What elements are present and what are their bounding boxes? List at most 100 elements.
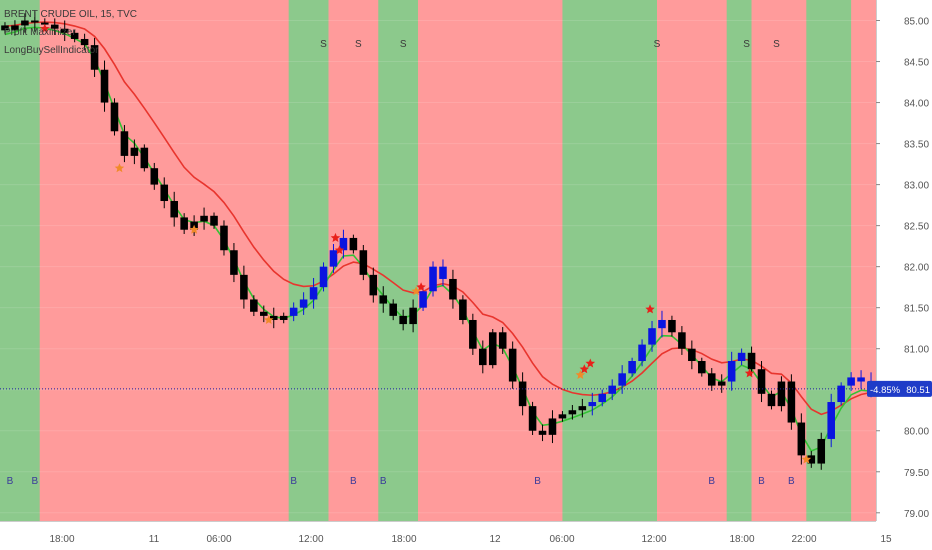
x-tick-label: 12 <box>489 534 501 545</box>
orange-star-marker <box>801 454 812 464</box>
candle-body <box>807 455 816 464</box>
y-tick-label: 79.00 <box>904 509 929 520</box>
x-tick-label: 12:00 <box>298 534 323 545</box>
candle-body <box>538 430 547 435</box>
x-tick-label: 12:00 <box>641 534 666 545</box>
symbol-title: BRENT CRUDE OIL, 15, TVC <box>4 9 137 20</box>
y-tick-label: 79.50 <box>904 468 929 479</box>
y-tick-label: 84.50 <box>904 58 929 69</box>
y-tick-label: 84.00 <box>904 99 929 110</box>
candle-body <box>80 38 89 46</box>
candle-body <box>518 381 527 407</box>
sell-signal-label: S <box>400 39 407 50</box>
buy-signal-label: B <box>380 476 387 487</box>
x-tick-label: 15 <box>880 534 892 545</box>
red-star-marker <box>40 23 50 33</box>
candle-body <box>140 147 149 169</box>
candle-body <box>200 215 208 222</box>
sell-signal-label: S <box>743 39 750 50</box>
candle-body <box>479 348 487 366</box>
candle-body <box>588 402 597 407</box>
trend-zone-bear <box>39 0 289 521</box>
candle-body <box>449 278 457 300</box>
candle-body <box>70 32 79 39</box>
trend-zone-bull <box>726 0 752 521</box>
candle-body <box>150 168 159 185</box>
candle-body <box>787 381 796 423</box>
candle-body <box>120 131 129 156</box>
orange-star-marker <box>575 370 586 379</box>
candle-body <box>429 266 437 292</box>
x-tick-label: 06:00 <box>206 534 231 545</box>
candle-body <box>1 25 9 31</box>
orange-star-marker <box>114 163 125 173</box>
candle-body <box>409 307 417 325</box>
candle-body <box>399 315 407 325</box>
indicator-name-2[interactable]: LongBuySellIndicator <box>4 45 99 56</box>
buy-signal-label: B <box>7 476 14 487</box>
candle-body <box>498 332 507 349</box>
candle-body <box>777 381 786 407</box>
candle-body <box>230 250 238 275</box>
candle-body <box>379 295 388 304</box>
candle-body <box>817 438 826 464</box>
price-label: -4.85% 80.51 <box>867 380 932 397</box>
last-price-label: 80.51 <box>906 385 930 396</box>
moving-averages <box>4 21 872 452</box>
trend-zone-bear <box>751 0 807 521</box>
candle-body <box>389 303 397 316</box>
candle-body <box>638 344 646 362</box>
x-tick-label: 18:00 <box>729 534 754 545</box>
red-star-marker <box>579 364 590 374</box>
candle-body <box>528 406 537 431</box>
buy-signal-label: B <box>32 476 39 487</box>
y-tick-label: 83.00 <box>904 181 929 192</box>
candle-body <box>369 274 378 296</box>
orange-star-marker <box>264 315 274 324</box>
y-tick-label: 82.50 <box>904 222 929 233</box>
time-axis: 18:00 11 06:00 12:00 18:00 12 06:00 12:00 18:00 2… <box>0 521 892 545</box>
y-tick-label: 85.00 <box>904 17 929 28</box>
candle-body <box>767 393 776 407</box>
candle-body <box>100 69 109 103</box>
candle-body <box>568 410 577 415</box>
buy-signal-label: B <box>290 476 297 487</box>
candle-body <box>309 287 318 300</box>
candle-body <box>60 28 69 33</box>
candle-body <box>210 215 218 226</box>
candle-body <box>180 217 188 230</box>
y-tick-label: 81.00 <box>904 345 929 356</box>
candle-body <box>170 201 178 218</box>
candle-body <box>757 369 766 394</box>
candle-body <box>21 20 29 26</box>
candle-body <box>488 332 497 366</box>
trend-zone-bull <box>806 0 852 521</box>
candle-body <box>299 299 308 308</box>
trend-zone-bull <box>562 0 657 521</box>
candle-body <box>598 393 607 403</box>
fast-ma-line <box>4 26 872 452</box>
orange-star-marker <box>411 286 421 296</box>
candle-body <box>50 24 59 29</box>
candle-body <box>130 147 139 156</box>
candle-body <box>349 237 358 251</box>
candle-body <box>548 418 557 435</box>
candle-body <box>250 299 258 312</box>
trend-zone-bear <box>418 0 563 521</box>
indicator-name-1[interactable]: Profit Maximizer <box>4 27 76 38</box>
candle-body <box>469 319 477 349</box>
candle-body <box>459 299 467 320</box>
candle-body <box>289 307 298 316</box>
candle-body <box>160 184 169 202</box>
candle-body <box>319 266 328 288</box>
candle-body <box>717 381 726 386</box>
orange-star-marker <box>189 224 199 234</box>
x-tick-label: 22:00 <box>791 534 816 545</box>
candle-body <box>578 406 587 411</box>
candle-body <box>837 385 845 403</box>
candle-body <box>41 22 49 25</box>
red-star-marker <box>645 304 655 314</box>
red-star-marker <box>330 232 341 242</box>
buy-signal-label: B <box>708 476 715 487</box>
candle-body <box>688 348 696 362</box>
